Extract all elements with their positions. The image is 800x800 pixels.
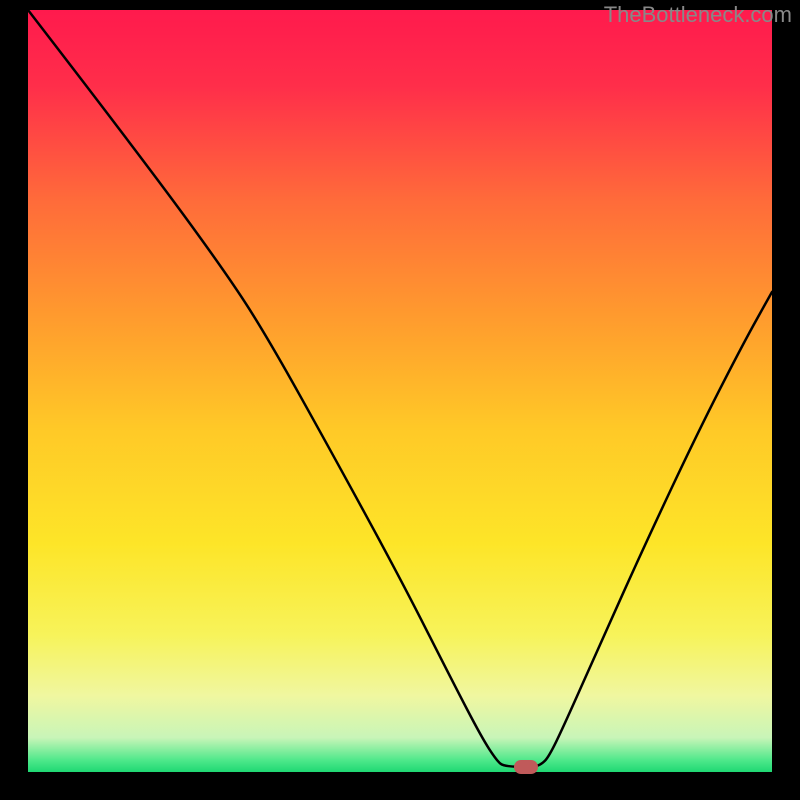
optimal-marker [514,760,538,774]
bottleneck-curve [28,10,772,767]
curve-layer [28,10,772,772]
plot-area [28,10,772,772]
watermark-text: TheBottleneck.com [604,2,792,28]
bottleneck-chart: TheBottleneck.com [0,0,800,800]
